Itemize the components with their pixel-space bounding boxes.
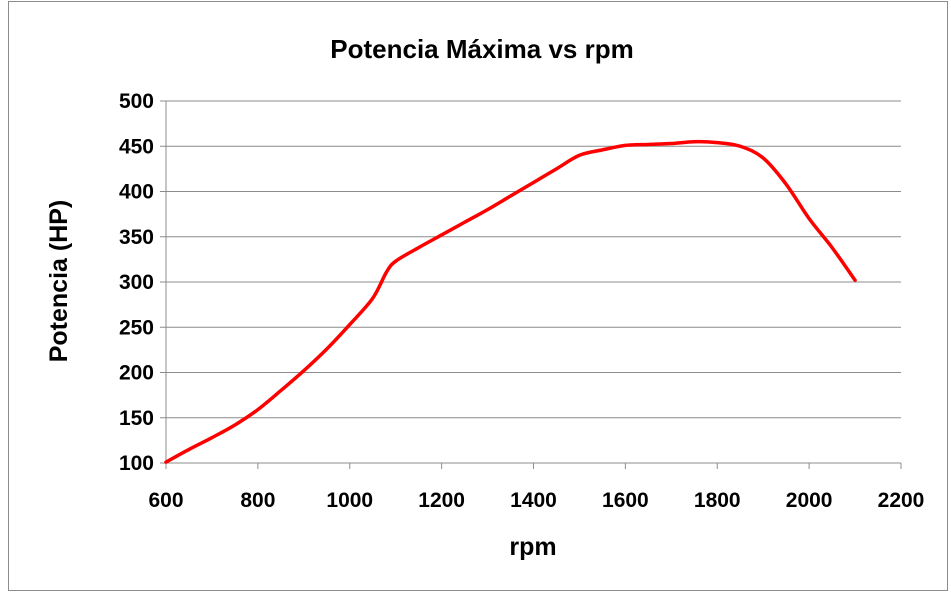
- y-tick-label: 450: [119, 135, 154, 158]
- series-layer: [164, 139, 857, 464]
- axes: [160, 100, 902, 469]
- y-tick-label: 250: [119, 316, 154, 339]
- x-tick-label: 1800: [694, 489, 741, 512]
- x-tick-label: 2200: [878, 489, 925, 512]
- chart-title: Potencia Máxima vs rpm: [330, 34, 633, 64]
- x-tick-label: 2000: [786, 489, 833, 512]
- chart-frame: [8, 1, 948, 591]
- y-tick-label: 400: [119, 181, 154, 204]
- series-line-potencia: [164, 139, 857, 464]
- y-tick-label: 300: [119, 271, 154, 294]
- x-tick-label: 1600: [602, 489, 649, 512]
- y-tick-label: 200: [119, 362, 154, 385]
- x-tick-label: 1000: [326, 489, 373, 512]
- x-tick-label: 600: [148, 489, 183, 512]
- x-tick-label: 1400: [510, 489, 557, 512]
- y-tick-label: 150: [119, 407, 154, 430]
- x-axis-title: rpm: [509, 533, 556, 561]
- gridlines: [166, 100, 901, 419]
- x-tick-label: 1200: [418, 489, 465, 512]
- y-tick-label: 350: [119, 226, 154, 249]
- x-tick-label: 800: [240, 489, 275, 512]
- y-axis-title: Potencia (HP): [45, 200, 73, 363]
- y-tick-label: 100: [119, 452, 154, 475]
- tick-labels: 100 150 200 250 300 350 400 450 500 600 800 1000 120…: [119, 90, 924, 512]
- y-tick-label: 500: [119, 90, 154, 113]
